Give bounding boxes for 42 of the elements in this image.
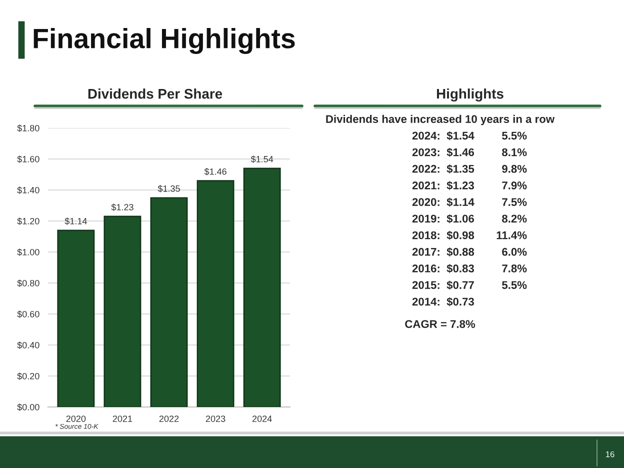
bar (57, 230, 95, 407)
text: 2023: $1.46 8.1% (412, 148, 527, 157)
y-tick-label: $0.00 (17, 404, 40, 411)
y-tick-label: $1.20 (17, 218, 40, 225)
y-tick-label: $0.20 (17, 372, 40, 380)
text: Dividends have increased 10 years in a row (326, 114, 555, 126)
text: 2020: $1.14 7.5% (412, 198, 527, 207)
text: 2019: $1.06 8.2% (412, 214, 527, 224)
text: 2021: $1.23 7.9% (412, 181, 527, 190)
text: Financial Highlights (34, 28, 295, 54)
bar (104, 216, 142, 407)
data-label: $1.14 (64, 218, 87, 225)
text: 2017: $0.88 6.0% (412, 247, 527, 256)
y-tick-label: $0.60 (17, 310, 40, 318)
y-tick-label: $0.40 (17, 342, 40, 349)
text: CAGR = 7.8% (405, 320, 476, 328)
chart-title: Dividends Per Share (88, 88, 222, 99)
text: 2014: $0.73 (412, 297, 474, 306)
text: Highlights (436, 88, 504, 102)
text: 16 (606, 451, 614, 458)
y-tick-label: $1.60 (17, 156, 40, 163)
bar (196, 180, 234, 407)
data-label: $1.23 (111, 204, 134, 211)
x-tick-label: 2021 (112, 416, 132, 422)
y-tick-label: $1.40 (17, 186, 40, 194)
data-label: $1.35 (158, 185, 180, 192)
data-label: $1.54 (250, 156, 274, 163)
text: 2022: $1.35 9.8% (412, 164, 527, 174)
text: 2016: $0.83 7.8% (412, 264, 527, 274)
bar (150, 197, 188, 407)
data-label: $1.46 (204, 168, 226, 176)
x-tick-label: 2024 (252, 416, 272, 422)
x-tick-label: 2023 (206, 416, 226, 422)
y-tick-label: $1.80 (17, 124, 40, 132)
bar (243, 168, 281, 407)
text: 2015: $0.77 5.5% (412, 280, 527, 290)
text: 2024: $1.54 5.5% (412, 131, 527, 140)
y-tick-label: $0.80 (17, 280, 40, 287)
x-tick-label: 2020 (66, 416, 86, 422)
text: 2018: $0.98 11.4% (412, 230, 527, 240)
y-tick-label: $1.00 (17, 248, 40, 256)
x-tick-label: 2022 (159, 416, 179, 422)
